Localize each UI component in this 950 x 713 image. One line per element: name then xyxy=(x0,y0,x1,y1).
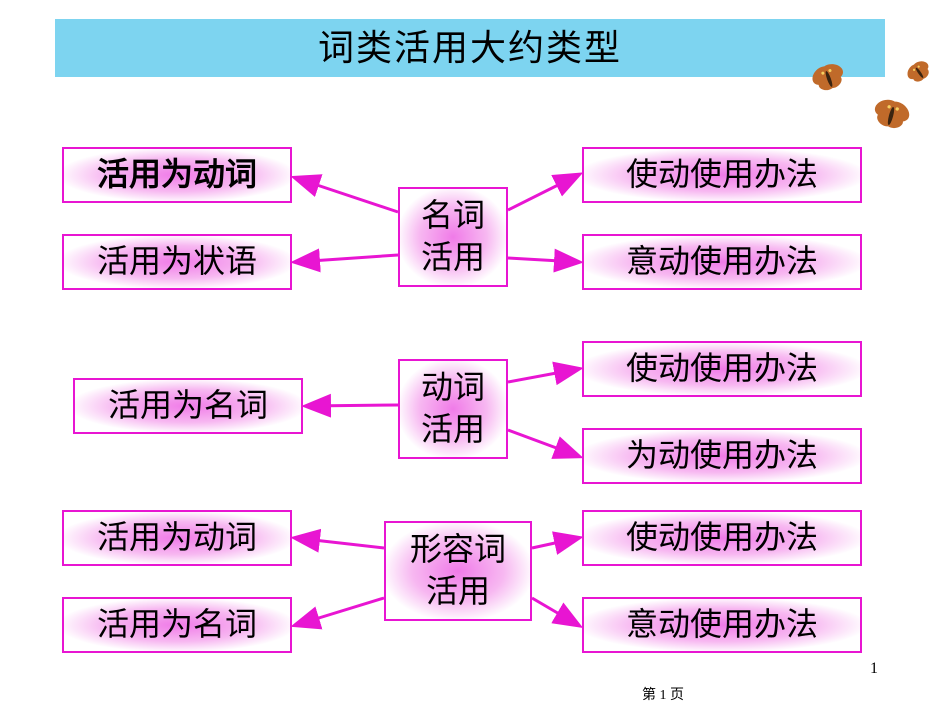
node-n11: 意动使用办法 xyxy=(582,597,862,653)
butterfly-icon xyxy=(865,90,916,141)
node-n6: 使动使用办法 xyxy=(582,341,862,397)
node-n3: 使动使用办法 xyxy=(582,147,862,203)
node-c1: 名词 活用 xyxy=(398,187,508,287)
butterfly-icon xyxy=(900,53,939,92)
node-c3: 形容词 活用 xyxy=(384,521,532,621)
arrow-c1-n3 xyxy=(508,175,578,210)
node-n1: 活用为动词 xyxy=(62,147,292,203)
arrow-c2-n5 xyxy=(307,405,398,406)
node-c2: 动词 活用 xyxy=(398,359,508,459)
arrow-c2-n7 xyxy=(508,430,578,456)
arrow-c3-n10 xyxy=(532,538,578,548)
node-n5: 活用为名词 xyxy=(73,378,303,434)
title-bar: 词类活用大约类型 xyxy=(55,19,885,77)
arrow-c3-n8 xyxy=(296,538,384,548)
page-label: 第 1 页 xyxy=(642,684,684,704)
node-n4: 意动使用办法 xyxy=(582,234,862,290)
page-title: 词类活用大约类型 xyxy=(318,28,622,68)
arrow-c1-n4 xyxy=(508,258,578,262)
node-n8: 活用为动词 xyxy=(62,510,292,566)
arrow-c1-n1 xyxy=(296,178,398,212)
node-n7: 为动使用办法 xyxy=(582,428,862,484)
arrow-c3-n9 xyxy=(296,598,384,625)
slide-number: 1 xyxy=(870,660,878,678)
arrow-c2-n6 xyxy=(508,369,578,382)
node-n2: 活用为状语 xyxy=(62,234,292,290)
arrow-c1-n2 xyxy=(296,255,398,262)
arrow-c3-n11 xyxy=(532,598,578,625)
node-n9: 活用为名词 xyxy=(62,597,292,653)
node-n10: 使动使用办法 xyxy=(582,510,862,566)
